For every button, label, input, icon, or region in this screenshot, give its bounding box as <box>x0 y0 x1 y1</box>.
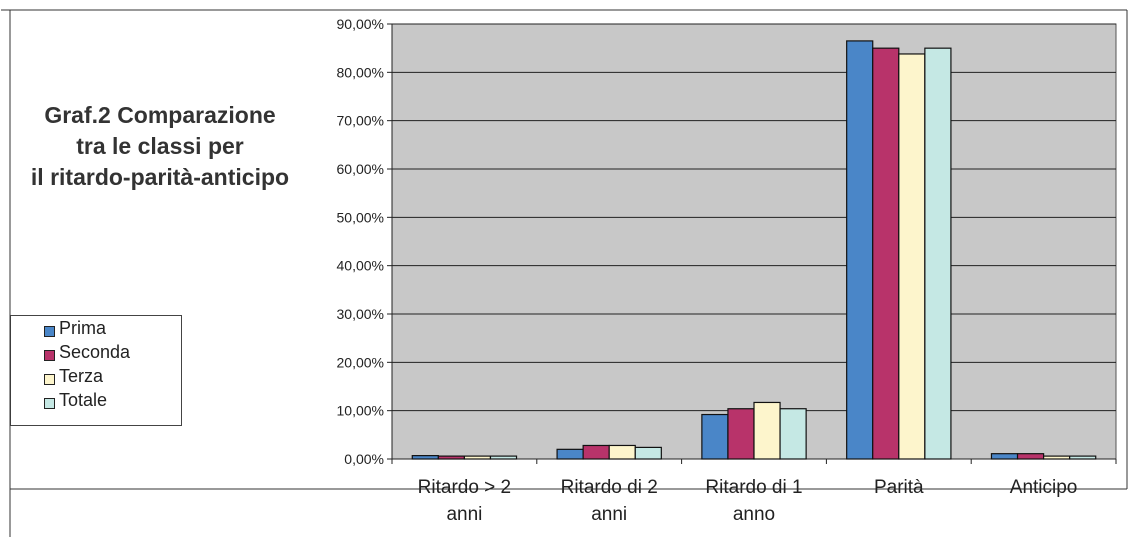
bar-seconda <box>437 455 465 460</box>
bar-terza <box>608 444 636 460</box>
bar-terza <box>1042 455 1071 460</box>
bar-prima <box>990 453 1019 460</box>
legend-label-totale: Totale <box>59 390 108 410</box>
legend: Prima Seconda Terza Totale <box>10 315 182 426</box>
x-tick-label: Ritardo di 1 anno <box>705 477 802 525</box>
legend-swatch-totale <box>44 398 55 409</box>
bar-seconda <box>727 408 755 460</box>
y-tick-label: 10,00% <box>337 403 384 419</box>
bar-prima <box>846 40 874 460</box>
bar-seconda <box>582 444 610 460</box>
bar-prima <box>701 413 729 460</box>
chart-title: Graf.2 Comparazione tra le classi per il… <box>20 100 300 193</box>
bar-prima <box>556 448 584 460</box>
plot-background <box>391 23 1117 460</box>
bar-totale <box>779 408 807 460</box>
y-tick-label: 0,00% <box>344 451 384 467</box>
y-tick-label: 50,00% <box>337 209 384 225</box>
y-tick-label: 70,00% <box>337 113 384 129</box>
plot-area: 0,00% 10,00% 20,00% 30,00% 40,00% 50,00% 60,00… <box>337 16 1117 525</box>
chart-title-line-3: il ritardo-parità-anticipo <box>30 164 290 190</box>
y-tick-label: 80,00% <box>337 64 384 80</box>
bar-prima <box>411 455 439 460</box>
y-tick-label: 30,00% <box>337 306 384 322</box>
bar-totale <box>634 446 662 460</box>
bar-totale <box>489 455 518 460</box>
bar-seconda <box>1016 453 1045 460</box>
bar-seconda <box>872 47 900 460</box>
chart-title-line-1: Graf.2 Comparazione <box>44 102 276 128</box>
legend-swatch-seconda <box>44 350 55 361</box>
y-tick-label: 90,00% <box>337 16 384 32</box>
bar-totale <box>1069 455 1097 460</box>
x-tick-label: Anticipo <box>1010 477 1078 498</box>
legend-label-terza: Terza <box>59 366 104 386</box>
legend-label-seconda: Seconda <box>59 342 131 362</box>
y-tick-label: 20,00% <box>337 354 384 370</box>
legend-swatch-terza <box>44 374 55 385</box>
bar-terza <box>463 455 492 460</box>
chart-title-line-2: tra le classi per <box>76 133 244 159</box>
bar-terza <box>898 53 926 460</box>
bar-terza <box>753 401 781 460</box>
legend-swatch-prima <box>44 326 55 337</box>
x-tick-label: Ritardo di 2 anni <box>561 477 658 525</box>
y-tick-label: 60,00% <box>337 161 384 177</box>
y-tick-label: 40,00% <box>337 258 384 274</box>
legend-label-prima: Prima <box>59 318 107 338</box>
bar-totale <box>924 47 952 460</box>
x-tick-label: Parità <box>874 477 924 498</box>
x-tick-label: Ritardo > 2 anni <box>418 477 511 525</box>
